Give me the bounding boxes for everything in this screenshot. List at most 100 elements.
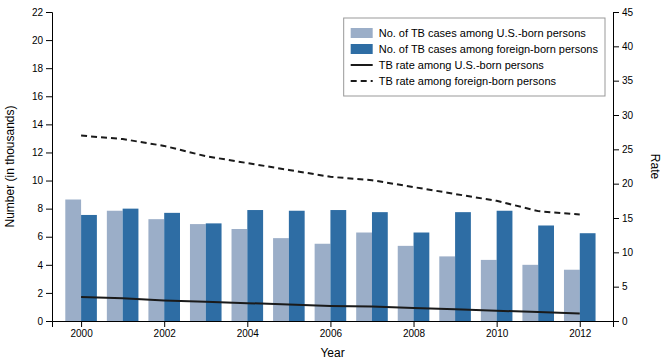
bar	[232, 229, 248, 321]
tick-label: 18	[32, 63, 44, 74]
tick-label: 2002	[154, 328, 177, 339]
tick-label: 0	[37, 316, 43, 327]
legend-swatch	[351, 80, 373, 82]
bar	[148, 219, 164, 321]
plot-area	[65, 136, 595, 321]
tick-mark	[46, 40, 52, 41]
tick-mark	[497, 321, 498, 327]
tick: 5	[613, 281, 628, 292]
tick: 2006	[320, 321, 343, 339]
tick-mark	[247, 321, 248, 327]
legend-swatch	[351, 44, 373, 54]
chart: 2000200220042006200820102012024681012141…	[0, 0, 661, 363]
tick-mark	[613, 252, 619, 253]
legend-item: TB rate among U.S.-born persons	[351, 59, 545, 71]
tick: 2004	[237, 321, 260, 339]
tick-mark	[613, 184, 619, 185]
tick-mark	[46, 209, 52, 210]
legend-swatch	[351, 64, 373, 66]
bar	[372, 212, 388, 321]
tick-label: 20	[622, 178, 634, 189]
tick: 12	[32, 147, 52, 158]
tick: 40	[613, 41, 634, 52]
tick-mark	[414, 321, 415, 327]
bar	[356, 233, 372, 321]
tick: 25	[613, 144, 634, 155]
tick-mark	[613, 218, 619, 219]
tick-mark	[46, 68, 52, 69]
y2-axis: 0 5 10 15 20 25 30 35 40 45	[613, 7, 634, 327]
tick-label: 22	[32, 7, 44, 18]
y-axis-title: Number (in thousands)	[3, 105, 17, 227]
tick: 45	[613, 7, 634, 18]
tick-label: 2008	[403, 328, 426, 339]
tick-label: 2004	[237, 328, 260, 339]
bar	[65, 200, 81, 321]
tick: 2008	[403, 321, 426, 339]
tick: 30	[613, 110, 634, 121]
tick-mark	[613, 46, 619, 47]
tick-mark	[46, 12, 52, 13]
legend-label: No. of TB cases among foreign-born perso…	[379, 43, 599, 55]
tick-label: 8	[37, 203, 43, 214]
tick-label: 0	[622, 316, 628, 327]
tick-label: 10	[622, 247, 634, 258]
bar	[107, 211, 123, 321]
legend-label: TB rate among foreign-born persons	[379, 75, 557, 87]
bar	[273, 238, 289, 321]
tick-label: 6	[37, 231, 43, 242]
tick: 16	[32, 91, 52, 102]
tick-label: 40	[622, 41, 634, 52]
bar	[439, 256, 455, 321]
tick-mark	[46, 321, 52, 322]
tick-label: 20	[32, 35, 44, 46]
axis-line	[46, 13, 53, 322]
tick-mark	[330, 321, 331, 327]
tick: 8	[37, 203, 52, 214]
tick-mark	[46, 265, 52, 266]
tick-label: 15	[622, 213, 634, 224]
tick-mark	[46, 124, 52, 125]
axis-line	[614, 13, 620, 322]
legend-frame	[344, 18, 605, 96]
tick-label: 10	[32, 175, 44, 186]
tick-label: 14	[32, 119, 44, 130]
bar	[481, 260, 497, 321]
tick-label: 2012	[569, 328, 592, 339]
axis-line	[53, 322, 614, 328]
tick: 2002	[154, 321, 177, 339]
bar	[123, 209, 139, 321]
tick: 18	[32, 63, 52, 74]
bar	[455, 212, 471, 321]
tick: 10	[613, 247, 634, 258]
tick: 2	[37, 288, 52, 299]
tick-label: 5	[622, 281, 628, 292]
legend-item: No. of TB cases among foreign-born perso…	[351, 43, 599, 55]
bar	[206, 223, 222, 321]
tick-label: 2	[37, 288, 43, 299]
tick: 22	[32, 7, 52, 18]
tick-mark	[46, 237, 52, 238]
tick-mark	[613, 81, 619, 82]
tick-label: 4	[37, 260, 43, 271]
y-axis: 0 2 4 6 8 10 12 14 16 18 20 22	[32, 7, 53, 327]
tick: 6	[37, 231, 52, 242]
legend-item: No. of TB cases among U.S.-born persons	[351, 27, 587, 39]
tick: 0	[37, 316, 52, 327]
tick-mark	[46, 181, 52, 182]
tick: 0	[613, 316, 628, 327]
tick-mark	[81, 321, 82, 327]
tick-label: 2000	[70, 328, 93, 339]
tick-mark	[613, 115, 619, 116]
tick: 20	[613, 178, 634, 189]
tick: 20	[32, 35, 52, 46]
tick-mark	[580, 321, 581, 327]
tick: 4	[37, 260, 52, 271]
tick: 2010	[486, 321, 509, 339]
tick-label: 12	[32, 147, 44, 158]
legend-label: No. of TB cases among U.S.-born persons	[379, 27, 587, 39]
tick-label: 2006	[320, 328, 343, 339]
line	[81, 297, 580, 313]
tick: 35	[613, 75, 634, 86]
legend-item: TB rate among foreign-born persons	[351, 75, 557, 87]
